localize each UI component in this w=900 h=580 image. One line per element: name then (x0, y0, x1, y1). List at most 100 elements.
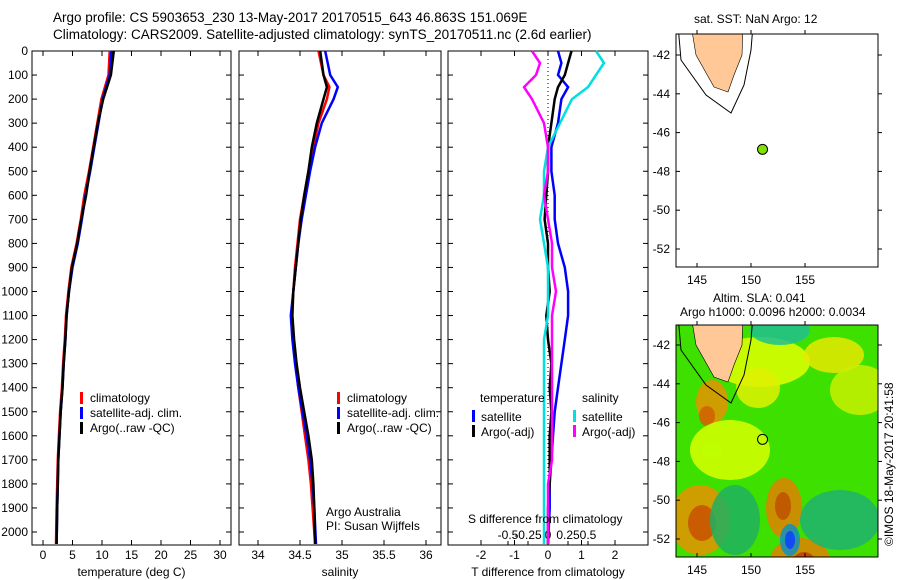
sla-anomaly (690, 420, 770, 480)
sla-map-title-1: Altim. SLA: 0.041 (713, 291, 806, 305)
depth-tick-label: 900 (8, 260, 28, 274)
x-tick-label: 36 (419, 548, 433, 562)
legend-label: Argo(-adj) (582, 425, 635, 439)
panel-frame-1 (238, 50, 442, 546)
profile-line-climatology (54, 50, 111, 545)
title-line-2: Climatology: CARS2009. Satellite-adjuste… (53, 27, 592, 42)
depth-tick-label: 800 (8, 236, 28, 250)
legend-label: satellite (481, 410, 522, 424)
x2-tick-label: 0.5 (580, 528, 597, 542)
x2-tick-label: -0.5 (498, 528, 519, 542)
legend-swatch (337, 392, 340, 404)
map-content (676, 325, 878, 557)
lat-tick-label: -46 (653, 126, 671, 140)
sla-anomaly (800, 490, 878, 550)
x2-tick-label: -0.25 (514, 528, 542, 542)
sla-anomaly (794, 552, 814, 557)
tasmania-land (692, 34, 744, 93)
legend-swatch (337, 407, 340, 419)
lat-tick-label: -52 (653, 242, 671, 256)
profile-line-argo--adj- (522, 50, 558, 544)
depth-tick-label: 1000 (1, 285, 28, 299)
depth-tick-label: 1600 (1, 429, 28, 443)
depth-tick-label: 1400 (1, 381, 28, 395)
depth-tick-label: 700 (8, 212, 28, 226)
sla-map (675, 324, 879, 558)
legend-label: climatology (347, 391, 407, 405)
depth-tick-label: 100 (8, 68, 28, 82)
lat-tick-label: -46 (653, 416, 671, 430)
legend-label: Argo(..raw -QC) (90, 421, 175, 435)
depth-tick-label: 1900 (1, 501, 28, 515)
legend-header-salinity: salinity (582, 391, 619, 405)
sla-anomaly (775, 492, 791, 520)
profile-location-marker (757, 143, 769, 155)
legend-swatch (80, 422, 83, 434)
tasmania-land (692, 325, 743, 383)
title-line-1: Argo profile: CS 5903653_230 13-May-2017… (53, 10, 528, 25)
credit-text: ©IMOS 18-May-2017 20:41:58 (882, 382, 896, 546)
x-tick-label: 25 (184, 548, 198, 562)
x-tick-label: 1 (578, 548, 585, 562)
depth-tick-label: 1300 (1, 357, 28, 371)
sla-map-title-2: Argo h1000: 0.0096 h2000: 0.0034 (680, 305, 866, 319)
panel-frame-0 (31, 50, 232, 546)
x-tick-label: 20 (154, 548, 168, 562)
x-tick-label: -2 (476, 548, 487, 562)
legend-label: Argo(-adj) (481, 425, 534, 439)
lat-tick-label: -48 (653, 164, 671, 178)
bathymetry-contour (678, 34, 753, 114)
legend-swatch (337, 422, 340, 434)
legend-swatch (80, 407, 83, 419)
sla-anomaly (688, 505, 716, 541)
x-tick-label: 10 (95, 548, 109, 562)
depth-tick-label: 1100 (2, 309, 28, 323)
legend-label: climatology (90, 391, 150, 405)
map-frame (675, 324, 879, 558)
depth-tick-label: 600 (8, 188, 28, 202)
lon-tick-label: 145 (687, 563, 707, 577)
bathymetry-contour (678, 325, 753, 404)
legend-label: satellite (582, 410, 623, 424)
lat-tick-label: -50 (653, 493, 671, 507)
lat-tick-label: -44 (653, 377, 671, 391)
depth-tick-label: 400 (8, 140, 28, 154)
sla-anomaly (710, 485, 760, 555)
lon-tick-label: 155 (795, 563, 815, 577)
legend-swatch (573, 410, 576, 422)
depth-tick-label: 300 (8, 116, 28, 130)
annotation-line-1: Argo Australia (326, 505, 401, 519)
depth-tick-label: 2000 (1, 525, 28, 539)
map-frame (675, 33, 879, 268)
profile-line-argo---raw--qc- (291, 50, 329, 545)
x-tick-label: 15 (125, 548, 139, 562)
depth-tick-label: 1800 (1, 477, 28, 491)
depth-tick-label: 1200 (1, 333, 28, 347)
profile-line-satellite (538, 50, 606, 544)
sla-anomaly (830, 365, 878, 415)
lat-tick-label: -48 (653, 454, 671, 468)
legend-label: Argo(..raw -QC) (347, 421, 432, 435)
sla-anomaly (785, 531, 795, 549)
sla-anomaly (699, 406, 715, 426)
annotation-line-2: PI: Susan Wijffels (326, 519, 420, 533)
x-tick-label: -1 (509, 548, 520, 562)
x-tick-label: 30 (213, 548, 227, 562)
legend-swatch (573, 425, 576, 437)
sst-map (675, 33, 879, 268)
profile-line-argo---raw--qc- (55, 50, 116, 545)
legend-swatch (80, 392, 83, 404)
profile-location-marker (757, 433, 769, 445)
sla-anomaly (804, 337, 864, 373)
depth-tick-label: 500 (8, 164, 28, 178)
sst-map-title: sat. SST: NaN Argo: 12 (694, 12, 818, 26)
legend-swatch (472, 410, 475, 422)
sla-anomaly (736, 368, 780, 408)
depth-tick-label: 1500 (1, 405, 28, 419)
sla-anomaly (750, 325, 810, 345)
s-diff-axis-label: S difference from climatology (468, 512, 623, 526)
lon-tick-label: 155 (795, 273, 815, 287)
x-tick-label: 35.5 (372, 548, 396, 562)
